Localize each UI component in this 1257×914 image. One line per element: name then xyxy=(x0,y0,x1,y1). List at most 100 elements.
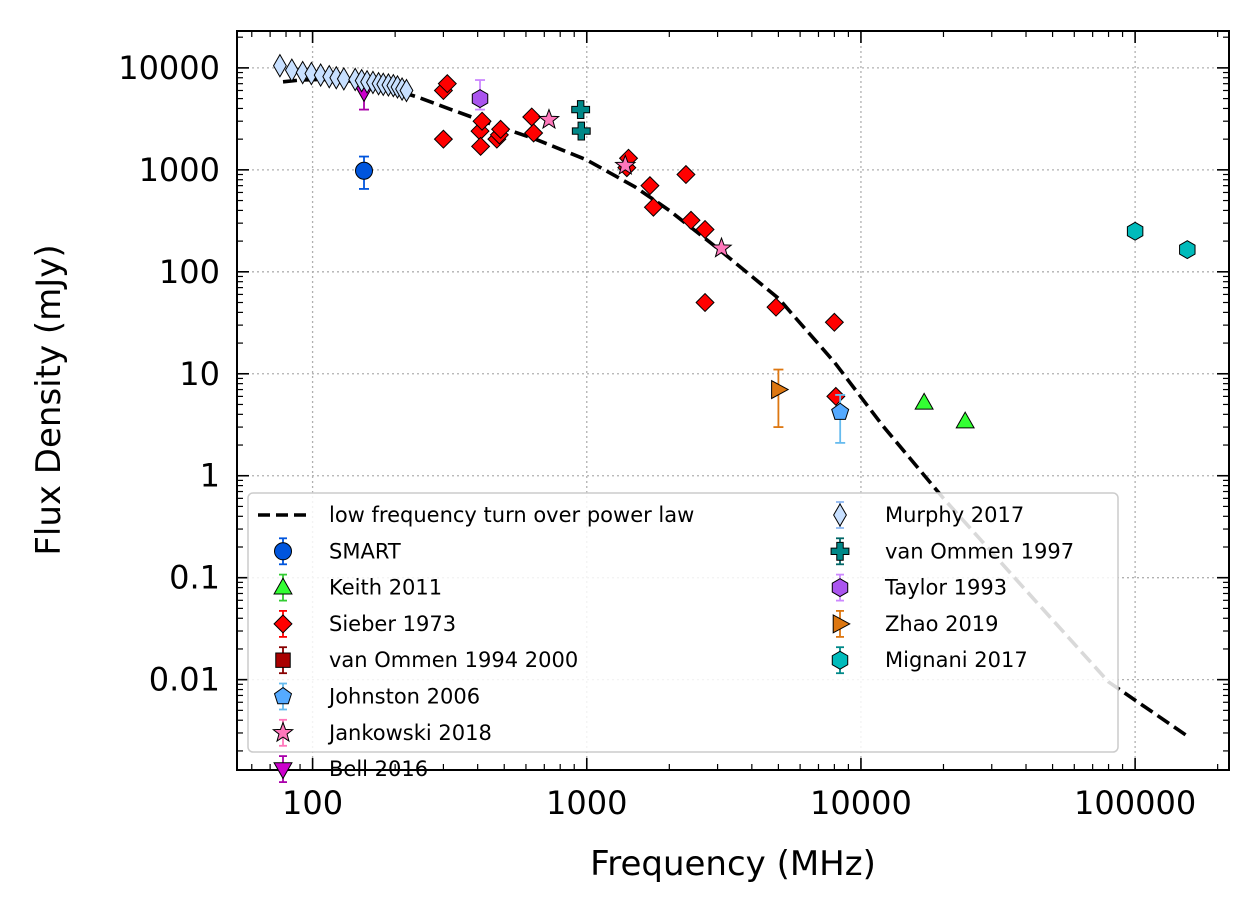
y-tick-label: 0.1 xyxy=(169,559,220,597)
data-point xyxy=(433,129,454,149)
legend-marker xyxy=(833,502,847,528)
legend-marker xyxy=(273,577,293,595)
legend-label: Jankowski 2018 xyxy=(327,721,492,745)
legend-label: Murphy 2017 xyxy=(885,503,1024,527)
legend-item: van Ommen 1997 xyxy=(830,537,1074,566)
legend-label: van Ommen 1997 xyxy=(885,539,1074,563)
data-point xyxy=(955,411,975,429)
data-point xyxy=(490,119,511,139)
data-point xyxy=(824,312,845,332)
legend: low frequency turn over power law SMART Ke… xyxy=(247,492,1119,783)
data-point xyxy=(437,74,457,94)
series xyxy=(914,392,975,429)
legend-label: Bell 2016 xyxy=(329,757,428,781)
data-point xyxy=(643,197,664,217)
data-point xyxy=(313,63,328,88)
x-tick-label: 1000 xyxy=(546,784,627,822)
legend-label: SMART xyxy=(329,539,401,563)
legend-item: low frequency turn over power law xyxy=(258,503,694,527)
legend-label: Taylor 1993 xyxy=(884,576,1007,600)
series xyxy=(831,394,850,444)
y-tick-label: 10000 xyxy=(118,49,220,87)
legend-marker xyxy=(273,686,293,705)
data-point xyxy=(471,89,489,109)
data-point xyxy=(295,60,310,85)
series xyxy=(1126,221,1196,260)
data-point xyxy=(523,123,544,143)
legend-item: Keith 2011 xyxy=(273,573,442,602)
legend-label: Sieber 1973 xyxy=(329,612,456,636)
data-layer xyxy=(272,53,1196,444)
model-curve xyxy=(282,77,1189,738)
legend-marker xyxy=(831,578,849,598)
y-tick-label: 0.01 xyxy=(149,661,220,699)
data-point xyxy=(710,236,733,258)
data-point xyxy=(336,66,351,91)
data-point xyxy=(399,78,414,103)
legend-item: Murphy 2017 xyxy=(833,501,1024,529)
legend-label: Johnston 2006 xyxy=(327,685,480,709)
y-tick-label: 10 xyxy=(179,355,220,393)
data-point xyxy=(470,136,491,156)
data-point xyxy=(914,392,934,410)
data-point xyxy=(571,100,591,119)
legend-label: van Ommen 1994 2000 xyxy=(329,648,578,672)
data-point xyxy=(472,111,492,131)
y-tick-label: 1000 xyxy=(139,151,220,189)
y-tick-label: 100 xyxy=(159,253,220,291)
legend-marker xyxy=(273,762,293,780)
data-point xyxy=(766,297,786,317)
x-tick-label: 100 xyxy=(282,784,343,822)
data-point xyxy=(1126,221,1144,241)
legend-marker xyxy=(275,652,291,668)
legend-box xyxy=(247,492,1119,753)
series xyxy=(771,368,790,428)
data-point xyxy=(695,292,715,313)
x-tick-label: 10000 xyxy=(810,784,912,822)
legend-marker xyxy=(273,614,293,634)
legend-item: Sieber 1973 xyxy=(273,610,456,638)
series xyxy=(537,108,733,258)
data-point xyxy=(614,153,637,176)
legend-item: Taylor 1993 xyxy=(831,573,1007,602)
series xyxy=(272,53,414,103)
ticks: 100 1000 10000 100000 10000 1000 100 10 1 0.1 0.01 xyxy=(118,31,1229,822)
data-point xyxy=(831,402,850,420)
legend-item: Bell 2016 xyxy=(273,755,428,783)
series xyxy=(471,79,489,111)
legend-marker xyxy=(831,650,849,670)
legend-item: van Ommen 1994 2000 xyxy=(275,646,578,675)
x-tick-label: 100000 xyxy=(1074,784,1196,822)
legend-label: Zhao 2019 xyxy=(885,612,999,636)
data-point xyxy=(571,121,591,141)
data-point xyxy=(537,108,561,130)
series xyxy=(355,155,374,190)
data-point xyxy=(272,53,287,78)
plot-frame xyxy=(236,30,1230,771)
legend-marker xyxy=(830,541,850,561)
legend-label: Keith 2011 xyxy=(329,576,442,600)
data-point xyxy=(304,61,319,86)
legend-item: SMART xyxy=(273,537,401,566)
data-point xyxy=(355,161,374,180)
data-point xyxy=(640,176,660,196)
x-axis-label: Frequency (MHz) xyxy=(590,844,876,884)
data-point xyxy=(681,210,701,230)
y-axis-label: Flux Density (mJy) xyxy=(29,244,69,555)
y-tick-label: 1 xyxy=(200,457,220,495)
legend-item: Jankowski 2018 xyxy=(271,718,492,747)
legend-item: Zhao 2019 xyxy=(832,610,999,638)
legend-item: Johnston 2006 xyxy=(273,682,480,711)
legend-marker xyxy=(273,542,293,561)
data-point xyxy=(676,164,696,185)
series xyxy=(571,100,591,141)
model-layer xyxy=(282,77,1189,738)
data-point xyxy=(284,58,299,83)
legend-marker xyxy=(832,614,851,634)
legend-label: Mignani 2017 xyxy=(885,648,1028,672)
data-point xyxy=(1179,240,1196,260)
data-point xyxy=(695,219,715,240)
legend-marker xyxy=(271,721,295,743)
